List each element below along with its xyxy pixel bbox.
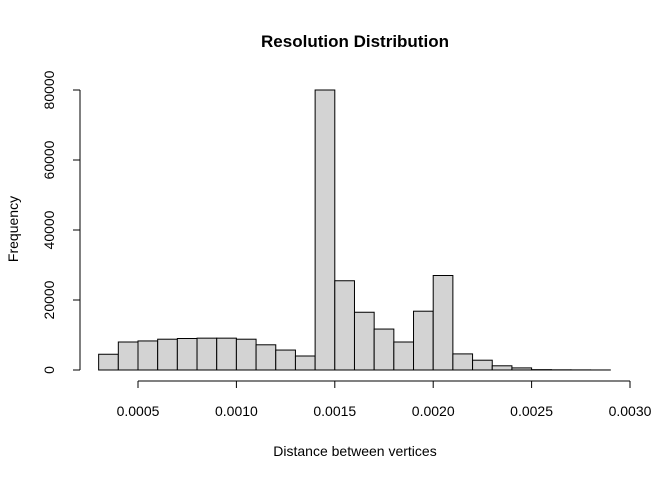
y-tick-label: 0 <box>41 366 57 374</box>
x-axis: 0.0005 0.0010 0.0015 0.0020 0.0025 0.0030 <box>117 380 652 419</box>
x-tick-label: 0.0025 <box>510 403 553 419</box>
chart-title: Resolution Distribution <box>261 32 449 51</box>
histogram-bar-6 <box>216 337 237 371</box>
y-tick-label: 20000 <box>41 280 57 319</box>
histogram-bar-9 <box>275 349 296 371</box>
y-tick-label: 80000 <box>41 70 57 109</box>
histogram-bar-15 <box>393 341 415 371</box>
x-tick-label: 0.0005 <box>117 403 160 419</box>
histogram-bars <box>98 89 611 371</box>
histogram-bar-18 <box>452 353 474 371</box>
y-axis: 0 20000 40000 60000 80000 <box>41 70 81 374</box>
histogram-bar-10 <box>294 355 316 371</box>
histogram-bar-13 <box>353 311 375 371</box>
x-tick-label: 0.0020 <box>412 403 455 419</box>
y-tick-label: 60000 <box>41 140 57 179</box>
histogram-bar-7 <box>235 338 257 371</box>
histogram-bar-19 <box>472 359 493 371</box>
histogram-bar-17 <box>432 275 454 371</box>
histogram-bar-8 <box>255 344 277 371</box>
histogram-bar-12 <box>334 280 355 371</box>
histogram-bar-14 <box>373 328 395 371</box>
y-axis-label: Frequency <box>5 196 21 262</box>
histogram-bar-11 <box>314 89 336 371</box>
x-tick-label: 0.0010 <box>215 403 258 419</box>
histogram-bar-0 <box>98 353 119 371</box>
histogram-bar-5 <box>196 337 218 371</box>
x-tick-label: 0.0015 <box>313 403 356 419</box>
x-axis-label: Distance between vertices <box>273 443 436 459</box>
histogram-bar-20 <box>491 365 513 371</box>
y-tick-label: 40000 <box>41 210 57 249</box>
histogram-bar-1 <box>117 341 139 371</box>
histogram-bar-21 <box>511 367 533 371</box>
histogram-bar-3 <box>157 338 178 371</box>
histogram-bar-2 <box>137 340 159 371</box>
histogram-bar-16 <box>413 310 434 371</box>
x-tick-label: 0.0030 <box>609 403 652 419</box>
histogram-bar-4 <box>176 338 198 371</box>
